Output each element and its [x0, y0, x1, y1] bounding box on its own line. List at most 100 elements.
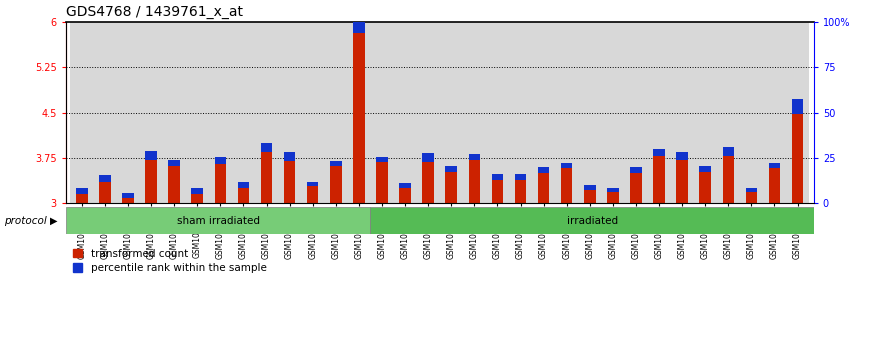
Bar: [186, 22, 209, 203]
Bar: [769, 163, 780, 168]
Bar: [630, 167, 641, 173]
Bar: [76, 194, 88, 203]
Bar: [123, 199, 134, 203]
Bar: [654, 156, 665, 203]
Bar: [538, 167, 550, 173]
Bar: [717, 22, 740, 203]
Bar: [238, 188, 249, 203]
Bar: [561, 163, 572, 168]
Bar: [238, 182, 249, 188]
FancyBboxPatch shape: [66, 207, 370, 234]
Text: irradiated: irradiated: [566, 216, 618, 225]
Bar: [284, 161, 296, 203]
Bar: [232, 22, 255, 203]
Bar: [330, 166, 341, 203]
Bar: [99, 175, 110, 182]
Bar: [209, 22, 232, 203]
Text: GDS4768 / 1439761_x_at: GDS4768 / 1439761_x_at: [66, 5, 242, 19]
Bar: [463, 22, 486, 203]
Bar: [676, 152, 688, 160]
Bar: [555, 22, 578, 203]
Bar: [261, 143, 272, 152]
Text: sham irradiated: sham irradiated: [177, 216, 260, 225]
Bar: [625, 22, 648, 203]
Bar: [423, 162, 434, 203]
Bar: [330, 161, 341, 166]
Bar: [168, 166, 180, 203]
Bar: [376, 157, 388, 162]
Bar: [676, 160, 688, 203]
Bar: [740, 22, 763, 203]
Bar: [416, 22, 440, 203]
Bar: [723, 147, 734, 156]
Bar: [786, 22, 809, 203]
Bar: [255, 22, 278, 203]
Bar: [394, 22, 416, 203]
Bar: [325, 22, 347, 203]
Bar: [399, 183, 411, 188]
Text: protocol: protocol: [4, 216, 47, 225]
Bar: [699, 172, 711, 203]
Text: ▶: ▶: [50, 216, 58, 225]
Bar: [723, 156, 734, 203]
Bar: [123, 193, 134, 199]
Bar: [509, 22, 532, 203]
Bar: [307, 182, 318, 186]
Bar: [354, 7, 365, 33]
Bar: [168, 160, 180, 166]
Bar: [654, 149, 665, 156]
Bar: [630, 173, 641, 203]
Bar: [145, 160, 157, 203]
Bar: [578, 22, 601, 203]
Bar: [538, 173, 550, 203]
Bar: [301, 22, 325, 203]
Bar: [376, 162, 388, 203]
Bar: [492, 180, 503, 203]
Bar: [670, 22, 694, 203]
Bar: [192, 188, 203, 194]
Bar: [607, 188, 619, 192]
Bar: [514, 174, 526, 180]
Bar: [486, 22, 509, 203]
Bar: [468, 160, 480, 203]
Bar: [261, 152, 272, 203]
Bar: [514, 180, 526, 203]
Bar: [370, 22, 394, 203]
Bar: [648, 22, 670, 203]
Bar: [284, 152, 296, 161]
Bar: [192, 194, 203, 203]
Bar: [307, 186, 318, 203]
Legend: transformed count, percentile rank within the sample: transformed count, percentile rank withi…: [71, 246, 269, 275]
Bar: [607, 192, 619, 203]
Bar: [763, 22, 786, 203]
Bar: [746, 188, 757, 192]
Bar: [347, 22, 370, 203]
Bar: [354, 33, 365, 203]
Bar: [445, 166, 457, 172]
Bar: [769, 168, 780, 203]
Bar: [76, 188, 88, 194]
Bar: [561, 168, 572, 203]
Bar: [423, 153, 434, 162]
Bar: [139, 22, 163, 203]
Bar: [214, 164, 226, 203]
Bar: [532, 22, 555, 203]
Bar: [468, 154, 480, 160]
Bar: [278, 22, 301, 203]
Bar: [492, 174, 503, 180]
Bar: [116, 22, 139, 203]
Bar: [792, 114, 803, 203]
Bar: [746, 192, 757, 203]
Bar: [214, 157, 226, 164]
Bar: [163, 22, 186, 203]
Bar: [145, 151, 157, 160]
Bar: [584, 185, 596, 190]
Bar: [94, 22, 116, 203]
Bar: [699, 166, 711, 172]
Bar: [445, 172, 457, 203]
FancyBboxPatch shape: [370, 207, 814, 234]
Bar: [584, 190, 596, 203]
Bar: [694, 22, 717, 203]
Bar: [792, 99, 803, 114]
Bar: [99, 182, 110, 203]
